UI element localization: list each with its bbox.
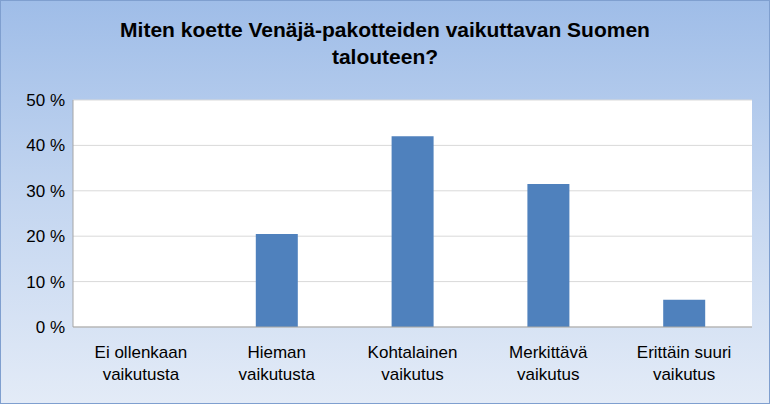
svg-text:Merkittävävaikutus: Merkittävävaikutus bbox=[509, 343, 588, 383]
svg-text:0 %: 0 % bbox=[36, 318, 65, 337]
svg-text:30 %: 30 % bbox=[26, 182, 65, 201]
svg-text:Hiemanvaikutusta: Hiemanvaikutusta bbox=[238, 343, 315, 383]
svg-text:Ei ollenkaanvaikutusta: Ei ollenkaanvaikutusta bbox=[95, 343, 188, 383]
svg-text:50 %: 50 % bbox=[26, 91, 65, 110]
svg-text:Erittäin suurivaikutus: Erittäin suurivaikutus bbox=[637, 343, 731, 383]
svg-text:Kohtalainenvaikutus: Kohtalainenvaikutus bbox=[368, 343, 458, 383]
html-text:Miten koette Venäjä-pakotteide: Miten koette Venäjä-pakotteiden vaikutta… bbox=[120, 18, 650, 68]
svg-text:10 %: 10 % bbox=[26, 273, 65, 292]
svg-text:40 %: 40 % bbox=[26, 136, 65, 155]
svg-text:20 %: 20 % bbox=[26, 227, 65, 246]
